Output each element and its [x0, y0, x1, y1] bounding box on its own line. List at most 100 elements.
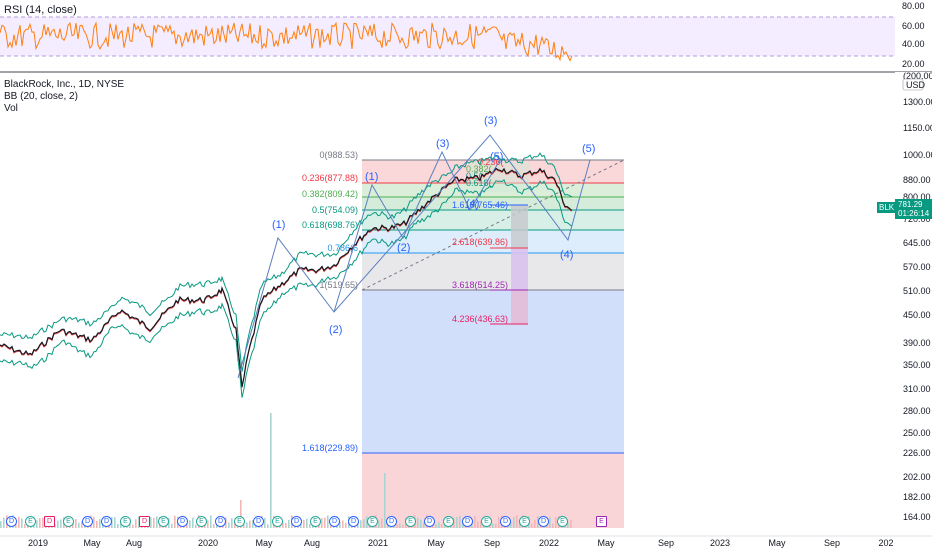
time-tick: Aug	[304, 538, 320, 548]
wave-label: (1)	[365, 171, 378, 183]
price-tick: 880.00	[903, 175, 931, 185]
price-ticks: 1300.00 1150.00 1000.00 880.00 800.00 720.00 6…	[903, 97, 932, 522]
time-tick: 2020	[198, 538, 218, 548]
earnings-marker[interactable]: E	[25, 516, 36, 527]
dividend-marker[interactable]: D	[177, 516, 188, 527]
wave-label: (3)	[436, 138, 449, 150]
earnings-marker[interactable]: E	[272, 516, 283, 527]
price-tick: 1000.00	[903, 150, 932, 160]
time-tick: 2022	[539, 538, 559, 548]
dividend-marker[interactable]: D	[386, 516, 397, 527]
price-tick: 182.00	[903, 492, 931, 502]
dividend-marker[interactable]: D	[215, 516, 226, 527]
rsi-line	[0, 21, 573, 62]
time-tick: 202	[878, 538, 893, 548]
bb-upper-band	[0, 152, 573, 372]
earnings-marker[interactable]: E	[120, 516, 131, 527]
price-tick: 226.00	[903, 448, 931, 458]
time-axis[interactable]: 2019 May Aug 2020 May Aug 2021 May Sep 2022 May Sep…	[0, 535, 932, 548]
fib-ext-label: 2.618(639.86)	[452, 237, 508, 247]
dividend-marker[interactable]: D	[500, 516, 511, 527]
price-tick: 1150.00	[903, 123, 932, 133]
wave-label: (1)	[272, 219, 285, 231]
price-tick: 202.00	[903, 472, 931, 482]
rsi-title: RSI (14, close)	[4, 4, 77, 16]
fib-ext-label: 1.618(765.46)	[452, 200, 508, 210]
rsi-scale[interactable]: 80.00 60.00 40.00 20.00	[902, 1, 925, 69]
currency-label: USD	[906, 80, 926, 90]
earnings-marker[interactable]: E	[158, 516, 169, 527]
wave-label: (4)	[560, 249, 573, 261]
time-tick: Aug	[126, 538, 142, 548]
rsi-tick: 40.00	[902, 39, 925, 49]
time-tick: May	[83, 538, 101, 548]
wave-label: (3)	[484, 115, 497, 127]
dividend-marker[interactable]: D	[253, 516, 264, 527]
elliott-wave-big[interactable]	[237, 134, 591, 379]
price-scale[interactable]: (200.00) USD 1300.00 1150.00 1000.00 880.00…	[895, 71, 932, 536]
dividend-marker[interactable]: D	[291, 516, 302, 527]
last-price-value: 781.29	[898, 200, 923, 209]
wave-label: (4)	[466, 198, 479, 210]
earnings-marker[interactable]: E	[519, 516, 530, 527]
fib-label: 0.236(877.88)	[302, 173, 358, 183]
dividend-marker[interactable]: D	[424, 516, 435, 527]
rsi-tick: 80.00	[902, 1, 925, 11]
time-tick: Sep	[484, 538, 500, 548]
volume-indicator-label[interactable]: Vol	[4, 103, 18, 114]
rsi-tick: 60.00	[902, 21, 925, 31]
symbol-title[interactable]: BlackRock, Inc., 1D, NYSE	[4, 79, 125, 90]
price-panel[interactable]: 0(988.53) 0.236(877.88) 0.382(809.42) 0.…	[0, 115, 625, 528]
time-ticks: 2019 May Aug 2020 May Aug 2021 May Sep 2022 May Sep…	[28, 538, 894, 548]
fib-ext-label: 3.618(514.25)	[452, 280, 508, 290]
time-tick: May	[597, 538, 615, 548]
earnings-marker[interactable]: E	[367, 516, 378, 527]
dividend-marker[interactable]: D	[82, 516, 93, 527]
fib-labels: 0(988.53) 0.236(877.88) 0.382(809.42) 0.…	[302, 150, 508, 453]
price-tick: 570.00	[903, 262, 931, 272]
dividend-marker[interactable]: D	[462, 516, 473, 527]
earnings-marker[interactable]: E	[310, 516, 321, 527]
time-tick: 2023	[710, 538, 730, 548]
dividend-marker[interactable]: D	[348, 516, 359, 527]
currency-badge[interactable]	[902, 78, 924, 91]
earnings-marker[interactable]: E	[557, 516, 568, 527]
price-tick: 720.00	[903, 214, 931, 224]
wave-label: (5)	[582, 143, 595, 155]
price-tick: 350.00	[903, 360, 931, 370]
dividend-marker[interactable]: D	[44, 516, 55, 527]
dividend-marker[interactable]: D	[101, 516, 112, 527]
earnings-marker[interactable]: E	[443, 516, 454, 527]
bb-indicator-label[interactable]: BB (20, close, 2)	[4, 91, 78, 102]
wave-label: (2)	[397, 242, 410, 254]
elliott-wave-small[interactable]	[333, 150, 501, 313]
earnings-marker[interactable]: E	[481, 516, 492, 527]
dividend-marker[interactable]: D	[139, 516, 150, 527]
dividend-marker[interactable]: D	[6, 516, 17, 527]
earnings-marker[interactable]: E	[196, 516, 207, 527]
earnings-marker[interactable]: E	[234, 516, 245, 527]
wave-label: (5)	[490, 151, 503, 163]
price-series[interactable]	[0, 167, 573, 387]
last-price-symbol: BLK	[877, 202, 897, 213]
earnings-marker[interactable]: E	[63, 516, 74, 527]
price-tick: 164.00	[903, 512, 931, 522]
dividend-marker[interactable]: D	[538, 516, 549, 527]
fib-label: 0(988.53)	[319, 150, 358, 160]
future-earnings-marker[interactable]: E	[596, 516, 607, 527]
wave-labels: (1) (2) (3) (4) (5) (1) (2) (3) (4) (5)	[272, 115, 595, 336]
price-tick: 450.00	[903, 310, 931, 320]
wave-label: (2)	[329, 324, 342, 336]
earnings-marker[interactable]: E	[405, 516, 416, 527]
fib-label: 1.618(229.89)	[302, 443, 358, 453]
last-price-tag: BLK 781.29 01:26:14	[877, 199, 932, 219]
time-tick: 2019	[28, 538, 48, 548]
time-tick: Sep	[658, 538, 674, 548]
scale-top: (200.00)	[903, 71, 932, 81]
fib-label: 0.382(809.42)	[302, 189, 358, 199]
dividend-marker[interactable]: D	[329, 516, 340, 527]
fib-ext-label: 4.236(436.63)	[452, 314, 508, 324]
price-tick: 390.00	[903, 338, 931, 348]
time-tick: Sep	[824, 538, 840, 548]
